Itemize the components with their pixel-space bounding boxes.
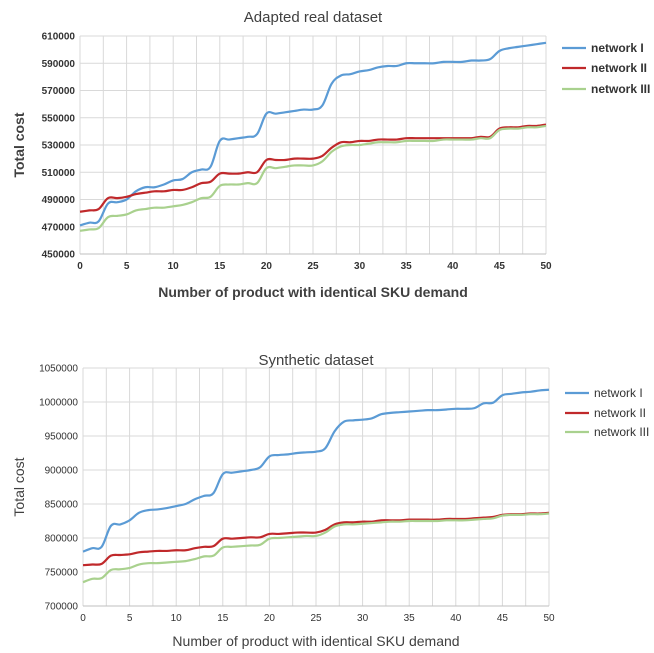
x-tick-label: 15 — [214, 261, 226, 272]
x-tick-label: 20 — [264, 613, 276, 624]
x-tick-label: 5 — [124, 261, 130, 272]
x-tick-label: 5 — [127, 613, 133, 624]
series-line-network-i — [79, 41, 547, 227]
y-tick-label: 490000 — [42, 195, 76, 206]
x-tick-label: 50 — [543, 613, 555, 624]
y-axis-label: Total cost — [11, 457, 27, 516]
x-tick-label: 10 — [171, 613, 183, 624]
y-tick-label: 800000 — [45, 534, 79, 545]
y-tick-label: 750000 — [45, 568, 79, 579]
x-tick-label: 45 — [497, 613, 509, 624]
x-tick-label: 35 — [401, 261, 413, 272]
y-tick-label: 1050000 — [39, 364, 78, 375]
x-tick-label: 0 — [77, 261, 83, 272]
series-line-network-ii — [79, 123, 547, 213]
x-tick-label: 15 — [217, 613, 229, 624]
y-tick-label: 550000 — [42, 113, 76, 124]
legend-label-network-iii: network III — [591, 82, 650, 96]
y-tick-label: 700000 — [45, 602, 79, 613]
y-tick-label: 470000 — [42, 222, 76, 233]
y-tick-label: 530000 — [42, 141, 76, 152]
chart-synthetic-dataset: Synthetic dataset 700000 750000 800000 85000… — [11, 352, 649, 649]
y-tick-label: 510000 — [42, 168, 76, 179]
legend-label-network-ii: network II — [591, 61, 647, 75]
y-tick-label: 570000 — [42, 86, 76, 97]
x-tick-label: 0 — [80, 613, 86, 624]
y-tick-label: 450000 — [42, 250, 76, 261]
chart-adapted-real-dataset: Adapted real dataset45000047000049000051… — [11, 9, 650, 300]
x-tick-label: 30 — [354, 261, 366, 272]
y-axis-label: Total cost — [11, 112, 27, 177]
x-axis-label: Number of product with identical SKU dem… — [172, 633, 459, 649]
y-tick-label: 950000 — [45, 432, 79, 443]
y-tick-label: 900000 — [45, 466, 79, 477]
series-line-network-iii — [82, 512, 550, 584]
y-tick-label: 1000000 — [39, 398, 78, 409]
x-tick-label: 35 — [404, 613, 416, 624]
legend-label-network-ii: network II — [594, 406, 646, 420]
series-line-network-iii — [79, 124, 547, 232]
y-tick-label: 610000 — [42, 32, 76, 43]
x-tick-label: 40 — [450, 613, 462, 624]
x-tick-label: 20 — [261, 261, 273, 272]
x-tick-label: 50 — [540, 261, 552, 272]
x-tick-label: 25 — [310, 613, 322, 624]
x-tick-label: 45 — [494, 261, 506, 272]
y-tick-label: 850000 — [45, 500, 79, 511]
legend-label-network-i: network I — [594, 386, 643, 400]
legend-label-network-iii: network III — [594, 425, 649, 439]
chart-title: Synthetic dataset — [258, 352, 374, 369]
y-tick-label: 590000 — [42, 59, 76, 70]
series-line-network-i — [82, 388, 550, 553]
series-line-network-ii — [82, 511, 550, 567]
x-tick-label: 30 — [357, 613, 369, 624]
chart-title: Adapted real dataset — [244, 9, 383, 26]
x-axis-label: Number of product with identical SKU dem… — [158, 284, 468, 300]
legend-label-network-i: network I — [591, 41, 644, 55]
x-tick-label: 10 — [168, 261, 180, 272]
x-tick-label: 25 — [307, 261, 319, 272]
x-tick-label: 40 — [447, 261, 459, 272]
